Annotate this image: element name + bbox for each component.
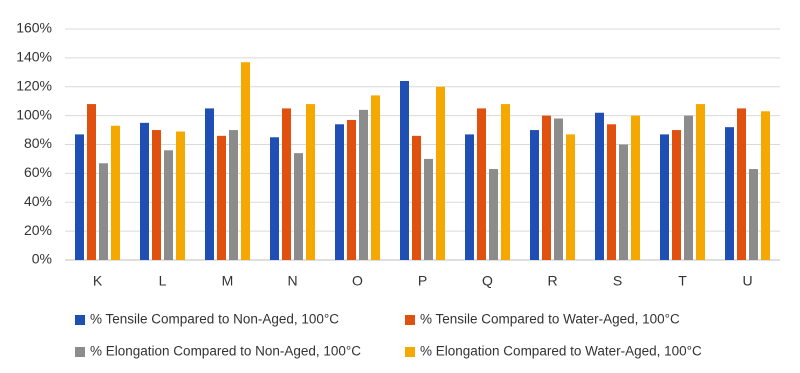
bar (140, 122, 149, 260)
bar (465, 134, 474, 260)
x-tick-label: K (93, 273, 103, 289)
bar (99, 163, 108, 260)
bar (619, 144, 628, 260)
bar (400, 80, 409, 260)
x-tick-label: N (287, 273, 297, 289)
bar (737, 108, 746, 260)
y-tick-label: 0% (32, 251, 52, 267)
bar (335, 124, 344, 260)
bar (436, 86, 445, 260)
bar (87, 104, 96, 260)
x-tick-label: Q (482, 273, 493, 289)
legend-label: % Tensile Compared to Water-Aged, 100°C (420, 312, 680, 327)
bar (229, 130, 238, 260)
bar (749, 169, 758, 260)
bar (359, 109, 368, 260)
bar (761, 111, 770, 260)
bar (176, 131, 185, 260)
x-tick-label: U (742, 273, 752, 289)
legend-label: % Tensile Compared to Non-Aged, 100°C (90, 312, 339, 327)
bar (75, 134, 84, 260)
bar (672, 130, 681, 260)
bar (294, 153, 303, 260)
bar (270, 137, 279, 260)
y-tick-label: 60% (24, 164, 52, 180)
y-tick-label: 120% (16, 77, 52, 93)
bar (696, 104, 705, 260)
bar (595, 112, 604, 260)
bar (371, 95, 380, 260)
y-tick-label: 140% (16, 49, 52, 65)
bar (347, 119, 356, 260)
y-tick-label: 100% (16, 106, 52, 122)
bar (489, 169, 498, 260)
bar (530, 130, 539, 260)
bar (607, 124, 616, 260)
legend-marker (405, 315, 415, 325)
bar (111, 125, 120, 260)
bar (241, 62, 250, 260)
x-tick-label: L (159, 273, 167, 289)
legend-marker (75, 347, 85, 357)
x-tick-label: O (352, 273, 363, 289)
bar (424, 158, 433, 260)
bar (412, 135, 421, 260)
legend-label: % Elongation Compared to Water-Aged, 100… (420, 344, 702, 359)
bar (501, 104, 510, 260)
x-tick-label: M (222, 273, 234, 289)
legend-marker (75, 315, 85, 325)
bar (631, 115, 640, 260)
bar (554, 118, 563, 260)
bar (684, 115, 693, 260)
y-tick-label: 20% (24, 222, 52, 238)
bar (152, 130, 161, 260)
bar (660, 134, 669, 260)
bar (477, 108, 486, 260)
x-tick-label: T (678, 273, 687, 289)
y-tick-label: 80% (24, 135, 52, 151)
y-tick-label: 160% (16, 20, 52, 36)
legend-marker (405, 347, 415, 357)
y-tick-label: 40% (24, 193, 52, 209)
bar (725, 127, 734, 260)
x-tick-label: P (418, 273, 427, 289)
bar (306, 104, 315, 260)
x-tick-label: S (613, 273, 622, 289)
bar (282, 108, 291, 260)
bar (542, 115, 551, 260)
bar (217, 135, 226, 260)
legend-label: % Elongation Compared to Non-Aged, 100°C (90, 344, 361, 359)
bar (566, 134, 575, 260)
x-tick-label: R (547, 273, 557, 289)
bar (205, 108, 214, 260)
bar (164, 150, 173, 260)
